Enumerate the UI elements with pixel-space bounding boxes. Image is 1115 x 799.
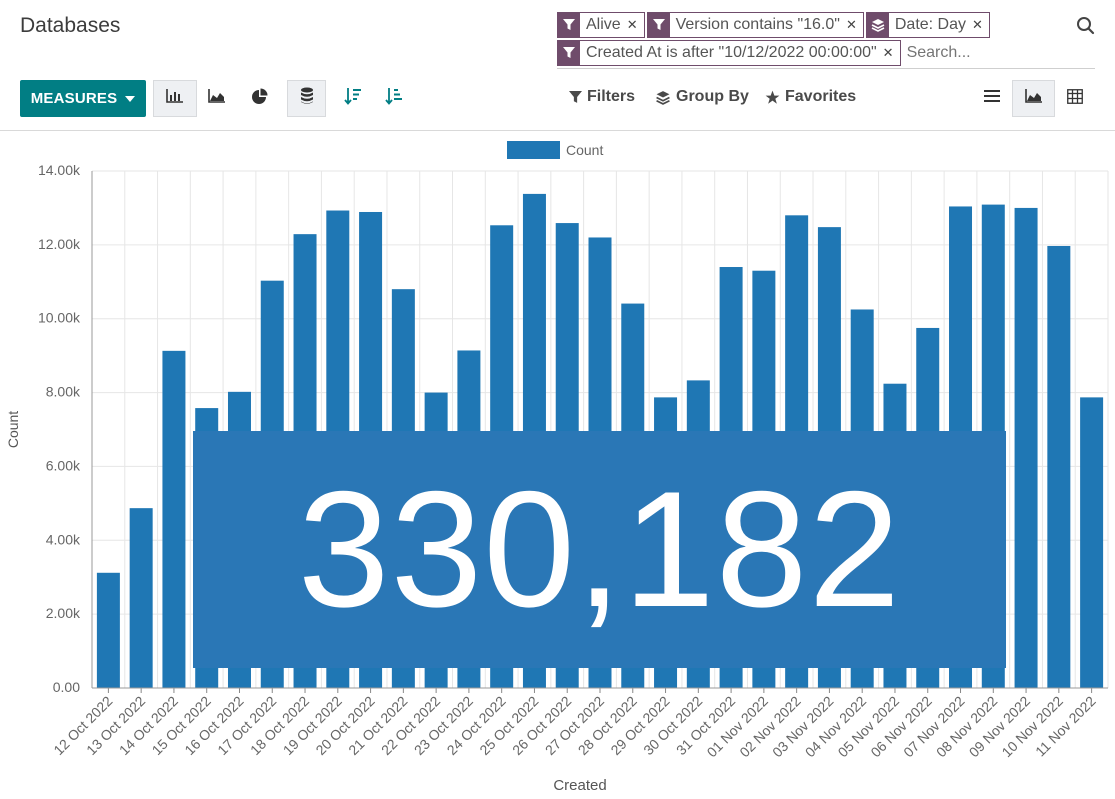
database-icon [300, 87, 314, 110]
bar[interactable] [96, 572, 120, 688]
y-tick-label: 4.00k [46, 531, 81, 547]
area-chart-icon [208, 89, 226, 108]
y-axis-title: Count [5, 411, 21, 448]
filter-icon [569, 90, 582, 103]
legend-label: Count [566, 142, 603, 158]
facet-groupby-date[interactable]: Date: Day ✕ [865, 12, 990, 38]
sort-ascending-icon [385, 87, 403, 110]
pie-chart-button[interactable] [242, 80, 276, 117]
bar[interactable] [129, 508, 153, 688]
table-icon [1067, 88, 1083, 109]
filter-icon [558, 41, 580, 65]
close-icon[interactable]: ✕ [845, 17, 857, 32]
y-tick-label: 10.00k [38, 310, 81, 326]
facet-label: Version contains "16.0" [675, 16, 840, 33]
pivot-view-button[interactable] [1057, 80, 1093, 117]
favorites-menu-button[interactable]: Favorites [765, 88, 856, 106]
page-title: Databases [20, 14, 121, 37]
bar[interactable] [1047, 245, 1071, 688]
filters-label: Filters [587, 88, 636, 105]
y-tick-label: 2.00k [46, 605, 81, 621]
groupby-label: Group By [676, 88, 749, 105]
search-facets: Alive ✕ Version contains "16.0" ✕ Date: … [557, 12, 1095, 68]
search-input[interactable] [902, 40, 1083, 66]
bar-chart-button[interactable] [153, 80, 197, 117]
bar-chart-icon [166, 89, 184, 108]
facet-created-after[interactable]: Created At is after "10/12/2022 00:00:00… [557, 40, 901, 66]
close-icon[interactable]: ✕ [972, 17, 983, 32]
legend-swatch[interactable] [507, 141, 560, 159]
y-tick-label: 0.00 [53, 679, 80, 695]
sort-descending-icon [344, 87, 362, 110]
facet-label: Alive [586, 16, 621, 33]
y-tick-label: 14.00k [38, 162, 81, 178]
facet-alive[interactable]: Alive ✕ [557, 12, 645, 38]
bar[interactable] [1014, 207, 1038, 688]
measures-button[interactable]: MEASURES [20, 80, 146, 117]
layers-icon [866, 13, 889, 37]
y-tick-label: 8.00k [46, 384, 81, 400]
filters-menu-button[interactable]: Filters [569, 88, 635, 106]
bar[interactable] [162, 350, 186, 688]
layers-icon [656, 90, 670, 105]
search-icon[interactable] [1076, 16, 1096, 36]
caret-down-icon [125, 95, 136, 102]
search-underline [557, 68, 1095, 69]
x-axis-title: Created [553, 777, 606, 794]
bar[interactable] [1080, 397, 1104, 688]
y-tick-label: 6.00k [46, 457, 81, 473]
list-view-button[interactable] [974, 80, 1010, 117]
y-tick-label: 12.00k [38, 236, 81, 252]
close-icon[interactable]: ✕ [882, 45, 894, 60]
list-icon [984, 89, 1000, 108]
facet-version[interactable]: Version contains "16.0" ✕ [646, 12, 864, 38]
groupby-menu-button[interactable]: Group By [655, 88, 749, 106]
close-icon[interactable]: ✕ [626, 17, 638, 32]
line-chart-button[interactable] [200, 80, 234, 117]
filter-icon [558, 13, 580, 37]
total-count-overlay: 330,182 [193, 431, 1006, 668]
graph-view-button[interactable] [1012, 80, 1055, 117]
measures-label: MEASURES [30, 90, 118, 107]
sort-ascending-button[interactable] [377, 80, 411, 117]
control-panel-divider [0, 130, 1115, 131]
pie-chart-icon [251, 88, 268, 110]
area-chart-icon [1024, 89, 1043, 108]
favorites-label: Favorites [785, 88, 857, 105]
facet-label: Date: Day [894, 16, 966, 33]
stacked-button[interactable] [287, 80, 326, 117]
filter-icon [647, 13, 670, 37]
facet-label: Created At is after "10/12/2022 00:00:00… [586, 44, 877, 61]
star-icon [765, 90, 780, 104]
sort-descending-button[interactable] [336, 80, 370, 117]
